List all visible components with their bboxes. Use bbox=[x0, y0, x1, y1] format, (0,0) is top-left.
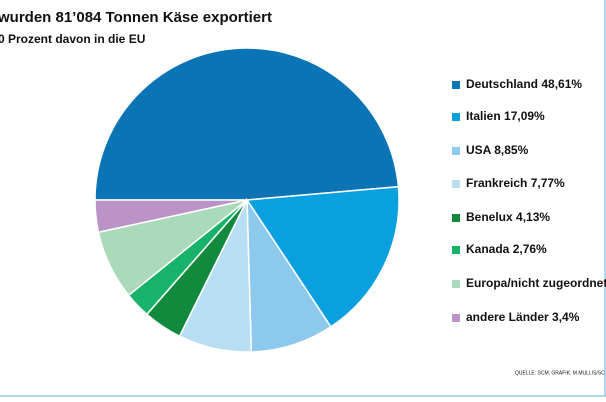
pie-slice bbox=[245, 185, 400, 328]
chart-title: wurden 81’084 Tonnen Käse exportiert bbox=[0, 9, 272, 26]
legend-category: Deutschland bbox=[466, 77, 538, 91]
legend-swatch bbox=[452, 280, 460, 288]
legend-label: Kanada 2,76% bbox=[466, 242, 547, 256]
legend-category: Europa/nicht zugeordnet bbox=[466, 276, 606, 290]
legend-value: 4,13% bbox=[516, 210, 550, 224]
legend-category: andere Länder bbox=[466, 310, 549, 324]
source: QUELLE: SCM; GRAFIK: M.MULLIS/SC bbox=[515, 370, 605, 376]
legend-swatch bbox=[452, 81, 460, 89]
legend-value: 48,61% bbox=[541, 77, 582, 91]
legend-category: Frankreich bbox=[466, 176, 527, 190]
legend-swatch bbox=[452, 214, 460, 222]
legend-swatch bbox=[452, 180, 460, 188]
legend-swatch bbox=[452, 314, 460, 322]
legend-value: 17,09% bbox=[504, 109, 545, 123]
legend-swatch bbox=[452, 147, 460, 155]
legend-swatch bbox=[452, 113, 460, 121]
legend-category: USA bbox=[466, 143, 492, 157]
legend-label: USA 8,85% bbox=[466, 143, 529, 157]
legend-category: Benelux bbox=[466, 210, 513, 224]
legend-value: 7,77% bbox=[531, 176, 565, 190]
legend-label: Italien 17,09% bbox=[466, 109, 545, 123]
chart-subtitle: 0 Prozent davon in die EU bbox=[0, 32, 145, 46]
legend-label: andere Länder 3,4% bbox=[466, 310, 580, 324]
legend-category: Italien bbox=[466, 109, 501, 123]
pie-slice bbox=[94, 47, 400, 201]
legend-label: Frankreich 7,77% bbox=[466, 176, 565, 190]
pie-slice bbox=[246, 197, 332, 353]
legend-value: 2,76% bbox=[513, 242, 547, 256]
legend-label: Deutschland 48,61% bbox=[466, 77, 582, 91]
legend-value: 8,85% bbox=[494, 143, 528, 157]
pie-slice bbox=[94, 199, 248, 234]
legend-value: 3,4% bbox=[552, 310, 580, 324]
legend-swatch bbox=[452, 246, 460, 254]
legend-label: Europa/nicht zugeordnet 7,39% bbox=[466, 276, 606, 290]
legend-category: Kanada bbox=[466, 242, 510, 256]
legend-label: Benelux 4,13% bbox=[466, 210, 550, 224]
